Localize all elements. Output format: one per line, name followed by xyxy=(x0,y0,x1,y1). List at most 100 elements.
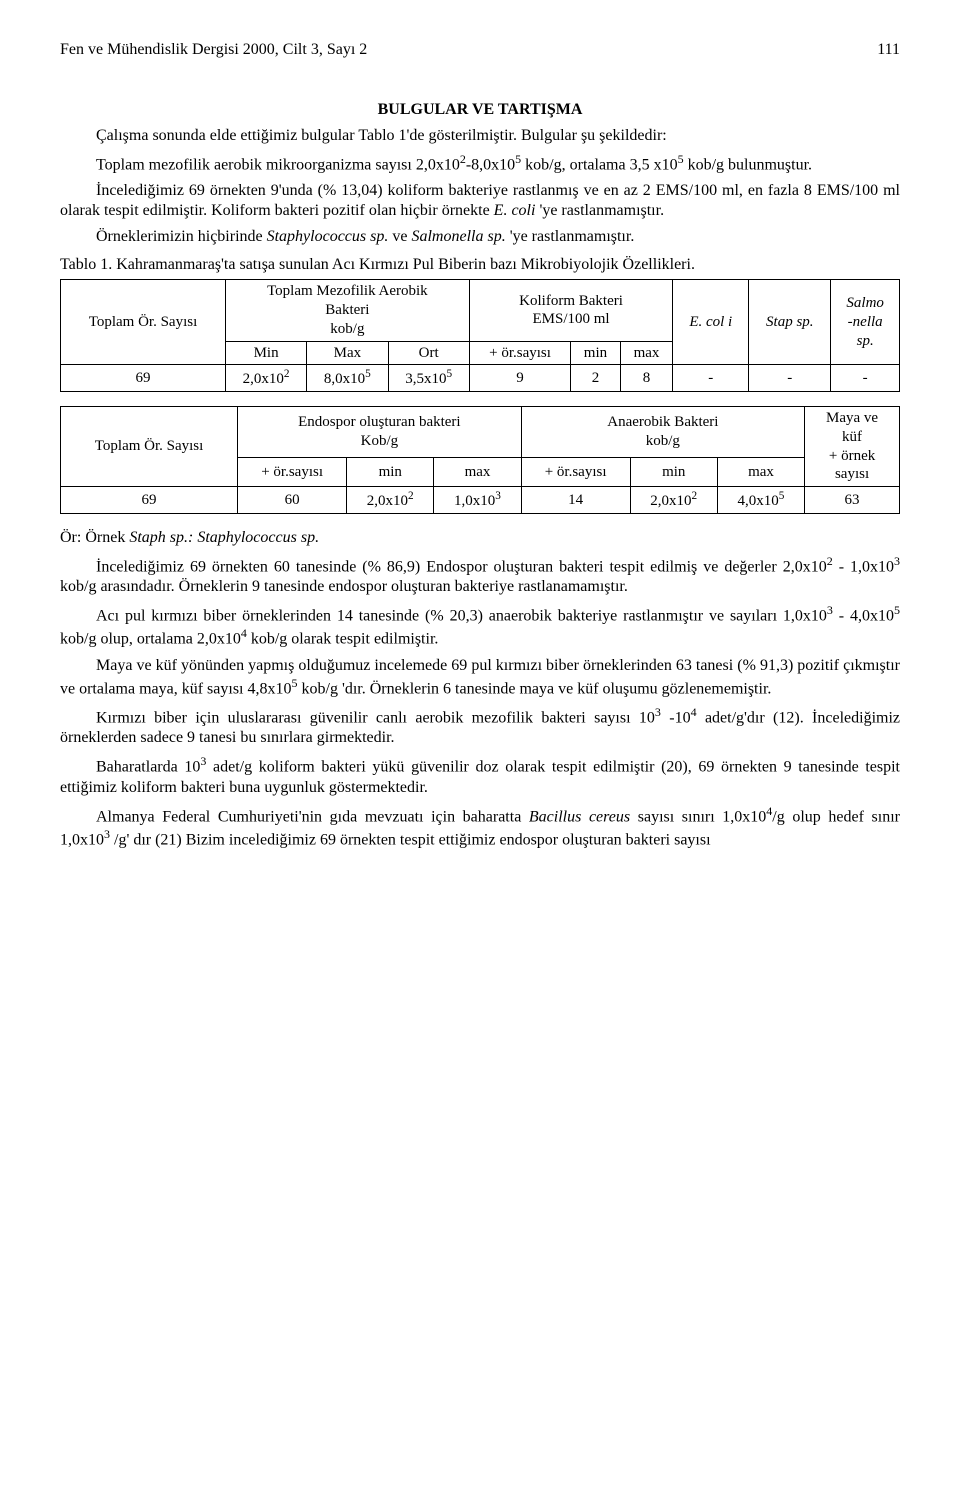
text: Kırmızı biber için uluslararası güvenili… xyxy=(96,709,655,726)
cell: 60 xyxy=(238,487,347,514)
table-2: Toplam Ör. Sayısı Endospor oluşturan bak… xyxy=(60,406,900,514)
table-1: Toplam Ör. Sayısı Toplam Mezofilik Aerob… xyxy=(60,279,900,392)
text: Acı pul kırmızı biber örneklerinden 14 t… xyxy=(96,607,827,624)
paragraph-2: Toplam mezofilik aerobik mikroorganizma … xyxy=(60,152,900,175)
text: Toplam mezofilik aerobik mikroorganizma … xyxy=(96,156,460,173)
text: Koliform Bakteri xyxy=(519,293,623,309)
cell: 2 xyxy=(571,365,620,392)
th-anaerobik: Anaerobik Bakteri kob/g xyxy=(521,407,805,458)
superscript: 5 xyxy=(446,368,452,380)
th-endospor: Endospor oluşturan bakteri Kob/g xyxy=(238,407,522,458)
superscript: 5 xyxy=(894,603,900,617)
text: Kob/g xyxy=(361,433,399,449)
species-name: Staph sp.: Staphylococcus sp. xyxy=(129,529,319,546)
cell: 14 xyxy=(521,487,630,514)
paragraph-8: Kırmızı biber için uluslararası güvenili… xyxy=(60,705,900,748)
superscript: 2 xyxy=(692,490,698,502)
text: kob/g arasındadır. Örneklerin 9 tanesind… xyxy=(60,578,628,595)
th-min2: min xyxy=(571,341,620,365)
th-max2: max xyxy=(620,341,673,365)
text: Anaerobik Bakteri xyxy=(607,414,718,430)
text: sp. xyxy=(857,333,874,349)
page-number: 111 xyxy=(877,40,900,60)
th-max: Max xyxy=(307,341,388,365)
text: kob/g olup, ortalama 2,0x10 xyxy=(60,631,241,648)
text: Örneklerimizin hiçbirinde xyxy=(96,228,267,245)
paragraph-1: Çalışma sonunda elde ettiğimiz bulgular … xyxy=(60,126,900,146)
superscript: 5 xyxy=(779,490,785,502)
cell: 2,0x102 xyxy=(225,365,306,392)
th-koliform: Koliform Bakteri EMS/100 ml xyxy=(469,280,673,341)
text: 2,0x10 xyxy=(367,493,408,509)
superscript: 3 xyxy=(894,554,900,568)
th-salmo: Salmo -nella sp. xyxy=(831,280,900,365)
text: -10 xyxy=(661,709,691,726)
cell: - xyxy=(749,365,831,392)
th-orsayisi2: + ör.sayısı xyxy=(521,458,630,487)
th-min: Min xyxy=(225,341,306,365)
th-orsayisi: + ör.sayısı xyxy=(238,458,347,487)
th-min: min xyxy=(347,458,434,487)
text: 2,0x10 xyxy=(650,493,691,509)
superscript: 3 xyxy=(495,490,501,502)
text: 1,0x10 xyxy=(454,493,495,509)
th-toplam-or: Toplam Ör. Sayısı xyxy=(61,280,226,365)
th-toplam-or: Toplam Ör. Sayısı xyxy=(61,407,238,487)
text: 3,5x10 xyxy=(405,371,446,387)
superscript: 2 xyxy=(284,368,290,380)
paragraph-7: Maya ve küf yönünden yapmış olduğumuz in… xyxy=(60,656,900,699)
species-name: E. coli xyxy=(494,202,536,219)
paragraph-4: Örneklerimizin hiçbirinde Staphylococcus… xyxy=(60,227,900,247)
th-stap: Stap sp. xyxy=(749,280,831,365)
text: -nella xyxy=(848,314,883,330)
text: kob/g xyxy=(330,321,364,337)
paragraph-3: İncelediğimiz 69 örnekten 9'unda (% 13,0… xyxy=(60,181,900,221)
species-name: Salmonella sp. xyxy=(411,228,505,245)
text: kob/g olarak tespit edilmiştir. xyxy=(247,631,439,648)
text: EMS/100 ml xyxy=(532,311,609,327)
text: Bakteri xyxy=(325,302,369,318)
text: -8,0x10 xyxy=(466,156,515,173)
page-header: Fen ve Mühendislik Dergisi 2000, Cilt 3,… xyxy=(60,40,900,60)
paragraph-5: İncelediğimiz 69 örnekten 60 tanesinde (… xyxy=(60,554,900,597)
journal-title: Fen ve Mühendislik Dergisi 2000, Cilt 3,… xyxy=(60,41,367,58)
text: İncelediğimiz 69 örnekten 9'unda (% 13,0… xyxy=(60,182,900,219)
th-mezofilik: Toplam Mezofilik Aerobik Bakteri kob/g xyxy=(225,280,469,341)
text: kob/g bulunmuştur. xyxy=(684,156,812,173)
paragraph-6: Acı pul kırmızı biber örneklerinden 14 t… xyxy=(60,603,900,650)
text: 2,0x10 xyxy=(243,371,284,387)
th-min2: min xyxy=(630,458,717,487)
cell: 69 xyxy=(61,365,226,392)
text: kob/g 'dır. Örneklerin 6 tanesinde maya … xyxy=(298,680,772,697)
text: - 4,0x10 xyxy=(833,607,894,624)
text: sayısı sınırı 1,0x10 xyxy=(630,808,766,825)
table1-caption: Tablo 1. Kahramanmaraş'ta satışa sunulan… xyxy=(60,255,900,275)
th-max: max xyxy=(434,458,521,487)
table-row: 69 60 2,0x102 1,0x103 14 2,0x102 4,0x105… xyxy=(61,487,900,514)
superscript: 5 xyxy=(365,368,371,380)
species-name: Bacillus cereus xyxy=(529,808,630,825)
cell: 63 xyxy=(805,487,900,514)
cell: 3,5x105 xyxy=(388,365,469,392)
cell: 8,0x105 xyxy=(307,365,388,392)
text: küf xyxy=(842,429,862,445)
table-footnote: Ör: Örnek Staph sp.: Staphylococcus sp. xyxy=(60,528,900,548)
cell: 2,0x102 xyxy=(347,487,434,514)
text: 'ye rastlanmamıştır. xyxy=(535,202,664,219)
text: 8,0x10 xyxy=(324,371,365,387)
paragraph-10: Almanya Federal Cumhuriyeti'nin gıda mev… xyxy=(60,804,900,851)
cell: 69 xyxy=(61,487,238,514)
text: /g' dır (21) Bizim incelediğimiz 69 örne… xyxy=(110,831,711,848)
section-title: BULGULAR VE TARTIŞMA xyxy=(60,100,900,120)
text: Endospor oluşturan bakteri xyxy=(298,414,460,430)
cell: 8 xyxy=(620,365,673,392)
paragraph-9: Baharatlarda 103 adet/g koliform bakteri… xyxy=(60,754,900,797)
text: Almanya Federal Cumhuriyeti'nin gıda mev… xyxy=(96,808,529,825)
text: Toplam Mezofilik Aerobik xyxy=(267,283,428,299)
text: - 1,0x10 xyxy=(833,558,894,575)
text: + örnek xyxy=(829,448,875,464)
th-ecoli: E. col i xyxy=(673,280,749,365)
text: kob/g xyxy=(646,433,680,449)
superscript: 2 xyxy=(408,490,414,502)
th-maya-kuf: Maya ve küf + örnek sayısı xyxy=(805,407,900,487)
